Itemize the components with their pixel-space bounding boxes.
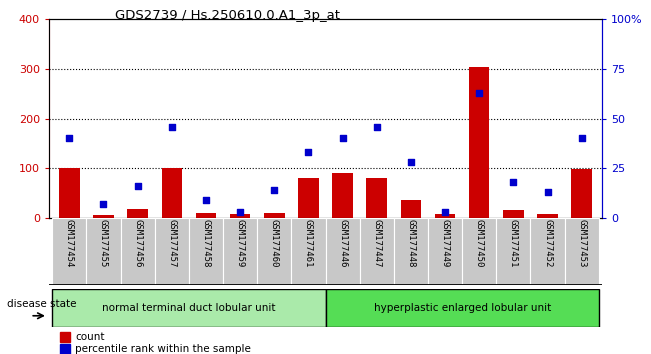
Bar <box>60 332 70 343</box>
Bar <box>128 209 148 218</box>
Text: GSM177452: GSM177452 <box>543 219 552 267</box>
Bar <box>189 218 223 285</box>
Text: GSM177457: GSM177457 <box>167 219 176 267</box>
Bar <box>435 214 455 218</box>
Text: GSM177456: GSM177456 <box>133 219 142 267</box>
Point <box>132 183 143 189</box>
Bar <box>257 218 292 285</box>
Text: GSM177461: GSM177461 <box>304 219 313 267</box>
Bar <box>264 213 284 218</box>
Bar <box>93 215 114 218</box>
Bar <box>155 218 189 285</box>
Point <box>406 159 416 165</box>
Bar <box>332 173 353 218</box>
Bar <box>394 218 428 285</box>
Text: GSM177448: GSM177448 <box>406 219 415 267</box>
Bar <box>428 218 462 285</box>
Bar <box>367 178 387 218</box>
Point <box>577 136 587 141</box>
Bar <box>537 214 558 218</box>
Bar <box>469 67 490 218</box>
Bar <box>87 218 120 285</box>
Point <box>201 197 211 203</box>
Bar <box>52 289 326 327</box>
Text: GSM177450: GSM177450 <box>475 219 484 267</box>
Point <box>337 136 348 141</box>
Point <box>303 149 314 155</box>
Point <box>167 124 177 129</box>
Point <box>235 209 245 215</box>
Text: GSM177459: GSM177459 <box>236 219 245 267</box>
Bar <box>161 168 182 218</box>
Bar <box>572 169 592 218</box>
Bar <box>326 289 599 327</box>
Text: GSM177458: GSM177458 <box>201 219 210 267</box>
Bar <box>359 218 394 285</box>
Text: GSM177455: GSM177455 <box>99 219 108 267</box>
Bar <box>531 218 564 285</box>
Bar <box>564 218 599 285</box>
Bar <box>503 210 523 218</box>
Point <box>269 187 279 193</box>
Text: GSM177446: GSM177446 <box>338 219 347 267</box>
Bar <box>59 168 79 218</box>
Point <box>372 124 382 129</box>
Text: hyperplastic enlarged lobular unit: hyperplastic enlarged lobular unit <box>374 303 551 313</box>
Bar <box>400 200 421 218</box>
Text: GSM177454: GSM177454 <box>65 219 74 267</box>
Text: disease state: disease state <box>7 299 76 309</box>
Text: GDS2739 / Hs.250610.0.A1_3p_at: GDS2739 / Hs.250610.0.A1_3p_at <box>115 9 340 22</box>
Point <box>542 189 553 195</box>
Bar <box>496 218 531 285</box>
Text: GSM177451: GSM177451 <box>509 219 518 267</box>
Point <box>474 90 484 96</box>
Point <box>98 201 109 207</box>
Text: GSM177447: GSM177447 <box>372 219 381 267</box>
Point <box>440 209 450 215</box>
Bar <box>298 178 319 218</box>
Bar <box>462 218 496 285</box>
Text: count: count <box>76 332 105 342</box>
Bar <box>326 218 359 285</box>
Bar <box>120 218 155 285</box>
Bar <box>292 218 326 285</box>
Bar <box>60 344 70 354</box>
Bar <box>196 213 216 218</box>
Bar <box>52 218 87 285</box>
Text: normal terminal duct lobular unit: normal terminal duct lobular unit <box>102 303 275 313</box>
Text: GSM177453: GSM177453 <box>577 219 586 267</box>
Text: GSM177449: GSM177449 <box>441 219 450 267</box>
Point <box>508 179 519 185</box>
Point <box>64 136 74 141</box>
Bar <box>230 214 251 218</box>
Text: GSM177460: GSM177460 <box>270 219 279 267</box>
Bar <box>223 218 257 285</box>
Text: percentile rank within the sample: percentile rank within the sample <box>76 344 251 354</box>
